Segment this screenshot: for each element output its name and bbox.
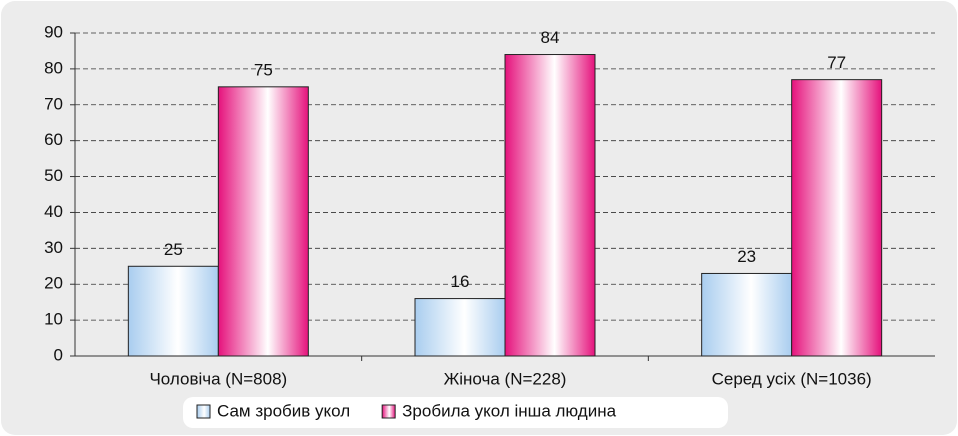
value-label: 75 <box>254 60 273 79</box>
bar <box>127 265 219 357</box>
y-tick-label: 60 <box>44 130 63 149</box>
y-tick-label: 80 <box>44 58 63 77</box>
x-tick-label: Серед усіх (N=1036) <box>712 369 872 388</box>
y-tick-label: 20 <box>44 274 63 293</box>
y-tick-label: 70 <box>44 94 63 113</box>
value-label: 23 <box>737 247 756 266</box>
y-tick-label: 90 <box>44 22 63 41</box>
legend-label: Зробила укол інша людина <box>402 401 616 420</box>
bar <box>217 86 309 357</box>
x-tick-label: Жіноча (N=228) <box>444 369 567 388</box>
legend-label: Сам зробив укол <box>217 401 350 420</box>
bar <box>701 272 793 357</box>
bar <box>414 298 506 357</box>
y-tick-label: 40 <box>44 202 63 221</box>
legend-box <box>183 397 728 428</box>
value-label: 84 <box>541 28 560 47</box>
value-label: 16 <box>451 272 470 291</box>
value-label: 77 <box>827 53 846 72</box>
legend-swatch <box>381 404 396 419</box>
y-tick-label: 50 <box>44 166 63 185</box>
x-tick-label: Чоловіча (N=808) <box>149 369 287 388</box>
y-tick-label: 10 <box>44 310 63 329</box>
value-label: 25 <box>164 240 183 259</box>
legend-swatch <box>196 404 211 419</box>
y-tick-label: 30 <box>44 238 63 257</box>
bar <box>791 79 883 357</box>
bar <box>504 54 596 357</box>
y-tick-label: 0 <box>54 345 63 364</box>
